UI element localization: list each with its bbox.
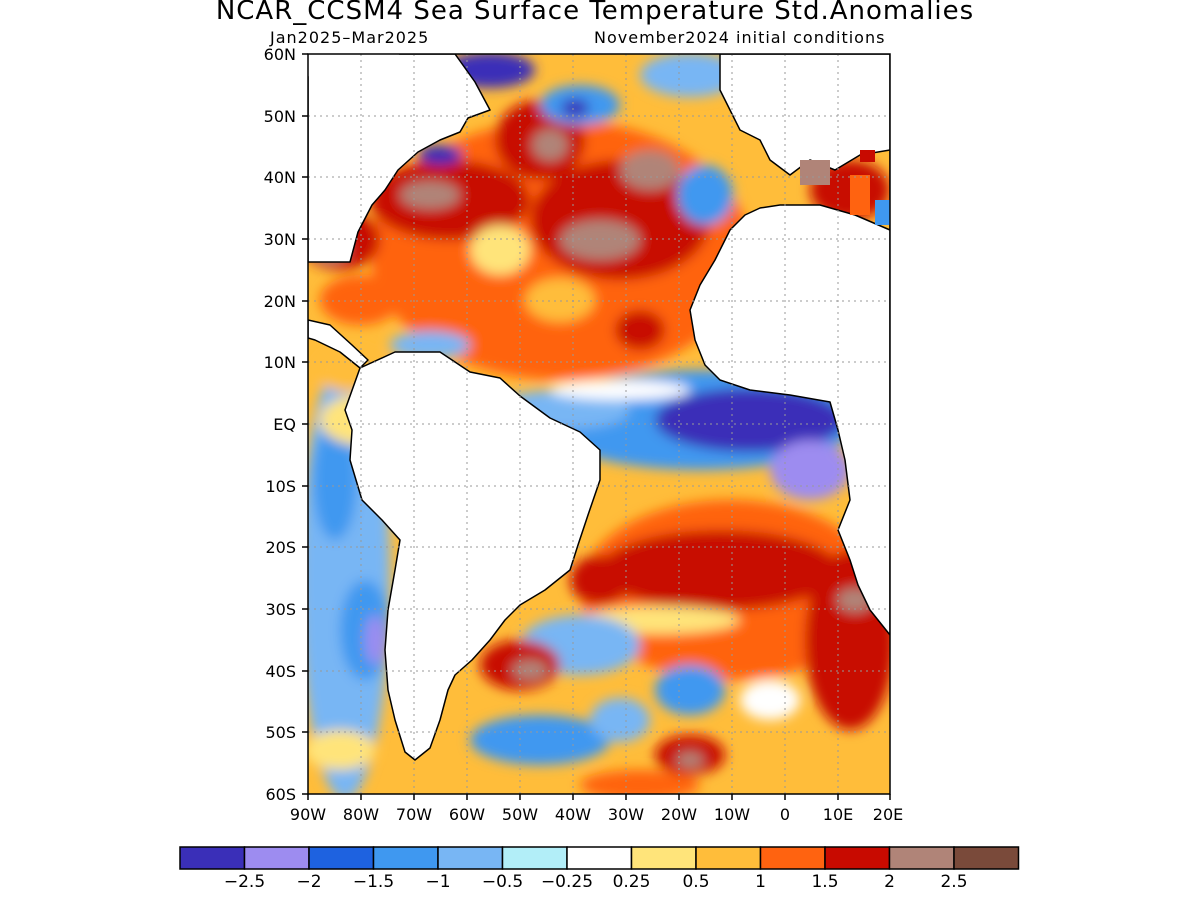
map-title: NCAR_CCSM4 Sea Surface Temperature Std.A… (215, 0, 975, 26)
lat-label: 60S (265, 785, 296, 804)
colorbar-label: −0.5 (482, 872, 523, 892)
initial-conditions: November2024 initial conditions (594, 28, 886, 47)
colorbar-swatch (501, 846, 568, 870)
lon-label: 50W (502, 805, 538, 824)
lat-label: 40N (264, 168, 296, 187)
colorbar-label: −1 (425, 872, 450, 892)
anomaly-field (308, 54, 890, 794)
lat-label: 10S (265, 477, 296, 496)
colorbar-swatch (630, 846, 697, 870)
colorbar-swatch (437, 846, 504, 870)
colorbar-label: 0.25 (613, 872, 651, 892)
colorbar-swatch (953, 846, 1020, 870)
colorbar-swatch (824, 846, 891, 870)
colorbar-swatch (243, 846, 310, 870)
lat-labels: 60N 50N 40N 30N 20N 10N EQ 10S 20S 30S 4… (264, 45, 296, 804)
colorbar-swatch (372, 846, 439, 870)
forecast-period: Jan2025–Mar2025 (270, 28, 430, 47)
colorbar-label: 0.5 (682, 872, 709, 892)
colorbar-swatch (179, 846, 246, 870)
colorbar-label: −2 (296, 872, 321, 892)
lon-label: 80W (343, 805, 379, 824)
lon-label: 30W (608, 805, 644, 824)
lat-label: 20N (264, 292, 296, 311)
colorbar-label: 2 (884, 872, 895, 892)
lat-label: 20S (265, 538, 296, 557)
lat-label: 60N (264, 45, 296, 64)
lon-label: 60W (449, 805, 485, 824)
lat-label: 10N (264, 353, 296, 372)
lon-label: 0 (780, 805, 790, 824)
lon-label: 10E (823, 805, 853, 824)
axis-ticks (302, 53, 891, 800)
colorbar-label: 1 (755, 872, 766, 892)
colorbar-swatch (308, 846, 375, 870)
colorbar-label: −2.5 (224, 872, 265, 892)
colorbar-label: 1.5 (811, 872, 838, 892)
colorbar-label: −1.5 (353, 872, 394, 892)
lon-label: 70W (396, 805, 432, 824)
lon-label: 10W (714, 805, 750, 824)
lat-label: 50N (264, 107, 296, 126)
lon-label: 40W (555, 805, 591, 824)
colorbar-swatch (566, 846, 633, 870)
colorbar: −2.5 −2 −1.5 −1 −0.5 −0.25 0.25 0.5 1 1.5 2 2.5 (179, 846, 1020, 892)
colorbar-label: 2.5 (940, 872, 967, 892)
lat-label: 30S (265, 600, 296, 619)
lon-label: 90W (290, 805, 326, 824)
lon-labels: 90W 80W 70W 60W 50W 40W 30W 20W 10W 0 10… (290, 805, 903, 824)
lat-label: 40S (265, 662, 296, 681)
colorbar-swatch (759, 846, 826, 870)
colorbar-label: −0.25 (541, 872, 593, 892)
graticule (308, 54, 890, 794)
lat-label: EQ (273, 415, 296, 434)
lat-label: 30N (264, 230, 296, 249)
colorbar-swatch (888, 846, 955, 870)
lat-label: 50S (265, 723, 296, 742)
lon-label: 20W (661, 805, 697, 824)
lon-label: 20E (873, 805, 903, 824)
colorbar-swatch (695, 846, 762, 870)
landmass (308, 54, 890, 761)
